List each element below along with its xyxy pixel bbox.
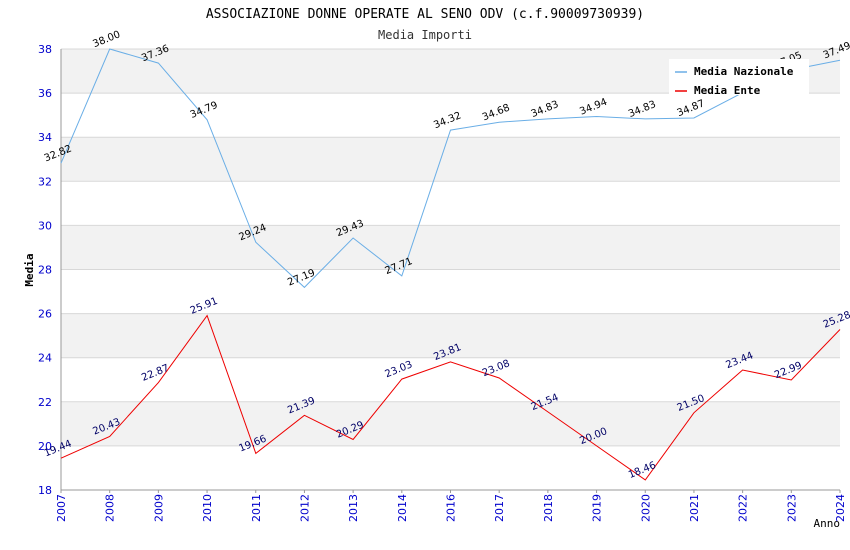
- x-tick-label: 2007: [55, 494, 68, 522]
- y-tick-label: 20: [38, 440, 52, 453]
- series-line-media-ente: [60, 314, 841, 481]
- plot-band: [61, 445, 840, 490]
- plot-band: [61, 269, 840, 314]
- y-axis-label: Media: [23, 253, 36, 286]
- x-tick-label: 2008: [104, 494, 117, 522]
- x-tick-label: 2013: [347, 494, 360, 522]
- x-tick-label: 2011: [250, 494, 263, 522]
- x-tick-labels: 2007 2008 2009 2010 2011 2012 2013 2014 2016 2017…: [55, 494, 847, 522]
- legend-box: [669, 59, 809, 95]
- y-tick-label: 38: [38, 43, 52, 56]
- x-tick-label: 2016: [445, 494, 458, 522]
- x-tick-label: 2020: [639, 494, 652, 522]
- x-axis-label: Anno: [814, 517, 841, 530]
- y-tick-label: 22: [38, 396, 52, 409]
- legend-label-media-ente: Media Ente: [694, 84, 761, 97]
- y-tick-labels: 18 20 22 24 26 28 30 32 34 36 38: [38, 43, 52, 497]
- x-tick-label: 2012: [298, 494, 311, 522]
- axes: [60, 49, 841, 493]
- plot-band: [61, 313, 840, 358]
- y-tick-label: 24: [38, 352, 52, 365]
- x-tick-label: 2014: [396, 494, 409, 522]
- x-tick-label: 2010: [201, 494, 214, 522]
- x-tick-label: 2021: [688, 494, 701, 522]
- series-line-media-nazionale: [60, 48, 841, 289]
- x-tick-label: 2017: [493, 494, 506, 522]
- legend-label-media-nazionale: Media Nazionale: [694, 65, 794, 78]
- plot-band: [61, 181, 840, 226]
- y-tick-label: 18: [38, 484, 52, 497]
- y-tick-label: 28: [38, 264, 52, 277]
- y-tick-label: 26: [38, 308, 52, 321]
- legend: Media Nazionale Media Ente: [669, 59, 809, 97]
- plot-bands: [61, 49, 840, 490]
- x-tick-label: 2022: [737, 494, 750, 522]
- y-tick-label: 32: [38, 175, 52, 188]
- y-tick-label: 30: [38, 219, 52, 232]
- plot-band: [61, 137, 840, 182]
- plot-band: [61, 357, 840, 402]
- y-tick-label: 36: [38, 87, 52, 100]
- series-lines: [60, 48, 841, 481]
- x-tick-label: 2023: [785, 494, 798, 522]
- y-tick-label: 34: [38, 131, 52, 144]
- x-tick-label: 2018: [542, 494, 555, 522]
- x-tick-label: 2009: [152, 494, 165, 522]
- chart-title: ASSOCIAZIONE DONNE OPERATE AL SENO ODV (…: [206, 7, 644, 22]
- chart-subtitle: Media Importi: [378, 28, 472, 42]
- data-label: 38.00: [91, 29, 122, 50]
- plot-band: [61, 225, 840, 270]
- x-tick-label: 2019: [591, 494, 604, 522]
- plot-band: [61, 401, 840, 446]
- x-tick-label: 2024: [834, 494, 847, 522]
